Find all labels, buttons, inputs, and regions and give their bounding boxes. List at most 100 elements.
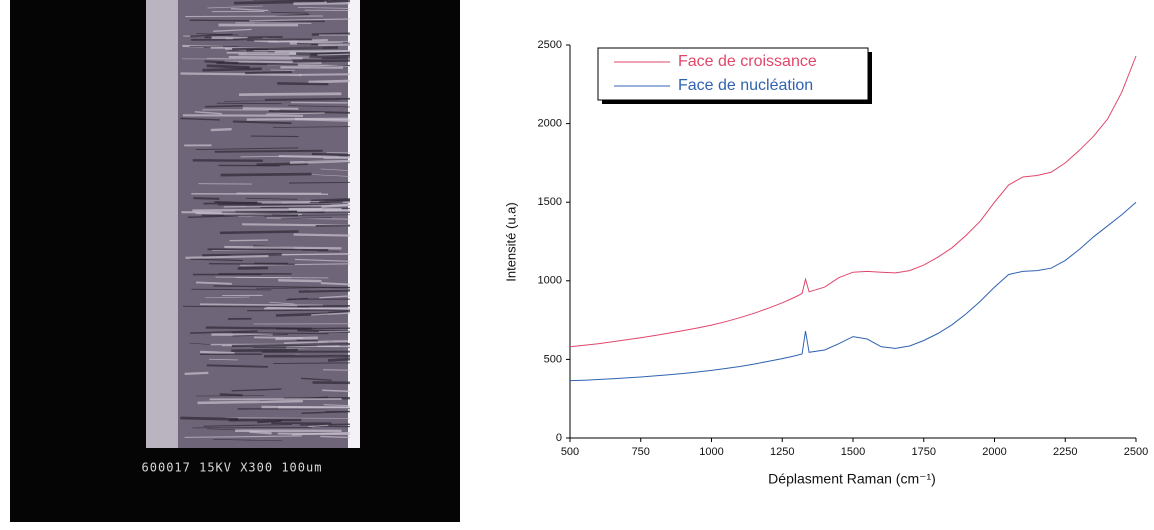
sem-streak xyxy=(219,230,299,235)
x-tick-label: 2250 xyxy=(1053,446,1077,458)
sem-streak xyxy=(274,49,351,54)
sem-streak xyxy=(298,289,351,293)
sem-streak xyxy=(266,112,325,115)
y-tick-label: 500 xyxy=(544,353,562,365)
sem-streak xyxy=(214,149,323,153)
sem-streak xyxy=(300,377,332,381)
sem-streak xyxy=(320,168,351,171)
sem-streak xyxy=(190,258,243,262)
sem-streak xyxy=(310,198,351,202)
sem-streak xyxy=(323,369,351,371)
sem-streak xyxy=(269,301,295,305)
sem-streak xyxy=(231,388,282,392)
sem-streak xyxy=(320,282,351,286)
sem-streak xyxy=(294,258,351,262)
sem-streak xyxy=(207,5,263,9)
x-tick-label: 1750 xyxy=(912,446,936,458)
sem-streak xyxy=(322,389,351,393)
x-tick-label: 2000 xyxy=(982,446,1006,458)
sem-streak xyxy=(202,67,262,72)
sem-streak xyxy=(191,288,272,291)
sem-streak xyxy=(192,208,322,212)
sem-streak xyxy=(249,430,272,435)
y-tick-label: 1000 xyxy=(538,275,562,287)
sem-streak xyxy=(196,281,232,285)
sem-streak xyxy=(291,431,351,436)
sem-streak xyxy=(191,38,312,41)
sem-streak xyxy=(235,22,312,24)
sem-streak xyxy=(233,0,325,5)
sem-streak xyxy=(180,117,220,121)
sem-streak xyxy=(311,312,351,316)
x-tick-label: 750 xyxy=(632,446,650,458)
sem-streak xyxy=(197,399,303,405)
legend xyxy=(597,47,869,101)
sem-streak xyxy=(288,105,351,108)
sem-streak xyxy=(203,423,292,427)
sem-streak xyxy=(214,200,262,205)
sem-streak xyxy=(280,217,332,220)
sem-streak xyxy=(215,276,329,279)
sem-streak xyxy=(189,342,214,346)
sem-streak xyxy=(207,248,329,251)
sem-streak xyxy=(311,32,351,36)
sem-streak xyxy=(256,286,351,290)
sem-streak xyxy=(232,333,288,337)
sem-streak xyxy=(219,393,243,397)
sem-streak xyxy=(194,111,222,115)
sem-streak xyxy=(311,174,351,177)
sem-streak xyxy=(319,199,351,204)
sem-streak xyxy=(249,18,351,22)
sem-streak xyxy=(183,305,310,308)
y-tick-label: 0 xyxy=(556,432,562,444)
sem-streak xyxy=(317,53,351,56)
sem-streak xyxy=(212,438,282,442)
sem-streak xyxy=(184,371,209,375)
sem-streak xyxy=(209,358,239,361)
sem-streak xyxy=(240,263,351,266)
sem-streak xyxy=(275,40,351,43)
sem-streak xyxy=(257,419,282,424)
sem-streak xyxy=(247,309,351,312)
sem-streak xyxy=(297,209,351,212)
sem-edge xyxy=(348,0,360,448)
y-tick-label: 2000 xyxy=(538,118,562,130)
sem-substrate xyxy=(146,0,180,448)
x-tick-label: 2500 xyxy=(1124,446,1148,458)
sem-streak xyxy=(210,127,232,132)
sem-streak xyxy=(289,159,351,164)
sem-streak xyxy=(200,303,323,307)
series-line xyxy=(569,55,1137,348)
x-tick-label: 1250 xyxy=(770,446,794,458)
sem-streak xyxy=(206,64,250,69)
sem-streak xyxy=(185,15,323,18)
sem-streak xyxy=(323,404,351,407)
x-axis-title: Déplasment Raman (cm⁻¹) xyxy=(768,471,936,487)
sem-streak xyxy=(246,117,349,121)
sem-streak xyxy=(231,348,298,353)
sem-streak xyxy=(320,435,351,439)
sem-streak xyxy=(293,233,351,237)
sem-label: 600017 15KV X300 100um xyxy=(142,461,323,475)
sem-streak xyxy=(229,239,268,242)
sem-streak xyxy=(224,60,322,64)
sem-streak xyxy=(230,8,269,12)
legend-label: Face de croissance xyxy=(678,53,817,70)
sem-streak xyxy=(312,152,351,157)
sem-streak xyxy=(301,410,351,414)
sem-texture xyxy=(180,0,351,442)
sem-streak xyxy=(232,46,339,51)
sem-streak xyxy=(245,197,298,200)
sem-streak xyxy=(224,245,342,250)
sem-streak xyxy=(299,73,351,76)
sem-streak xyxy=(292,59,351,63)
sem-streak xyxy=(327,357,351,362)
sem-streak xyxy=(200,350,235,355)
legend-label: Face de nucléation xyxy=(678,77,813,94)
sem-streak xyxy=(225,417,351,419)
sem-streak xyxy=(268,110,351,114)
sem-streak xyxy=(185,254,269,259)
sem-streak xyxy=(206,364,269,368)
sem-streak xyxy=(220,172,312,177)
